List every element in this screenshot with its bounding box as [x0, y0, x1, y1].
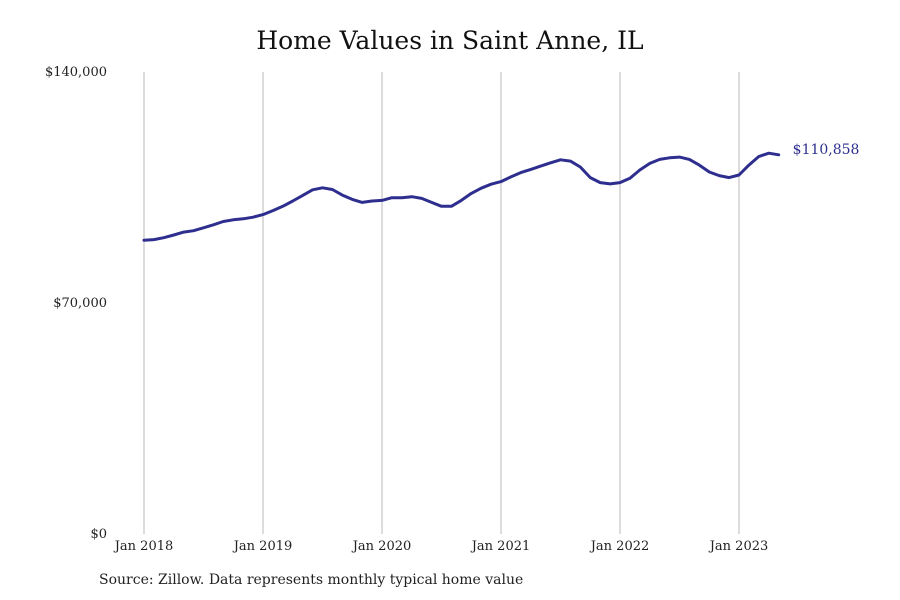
- x-tick-label: Jan 2021: [470, 539, 531, 554]
- source-note: Source: Zillow. Data represents monthly …: [99, 572, 524, 588]
- series-line-home-value: [142, 151, 781, 242]
- x-tick-label: Jan 2018: [113, 539, 174, 554]
- y-axis-ticks: $0 $70,000 $140,000: [45, 65, 107, 542]
- x-tick-label: Jan 2019: [232, 539, 293, 554]
- grid-lines: [143, 72, 740, 534]
- x-tick-label: Jan 2022: [589, 539, 650, 554]
- y-tick-label: $0: [90, 527, 107, 542]
- y-tick-label: $140,000: [45, 65, 107, 80]
- x-tick-label: Jan 2023: [708, 539, 769, 554]
- end-value-label: $110,858: [793, 142, 860, 158]
- y-tick-label: $70,000: [53, 296, 107, 311]
- chart-title: Home Values in Saint Anne, IL: [256, 26, 644, 55]
- x-tick-label: Jan 2020: [351, 539, 412, 554]
- x-axis-ticks: Jan 2018 Jan 2019 Jan 2020 Jan 2021 Jan 2022…: [113, 539, 769, 554]
